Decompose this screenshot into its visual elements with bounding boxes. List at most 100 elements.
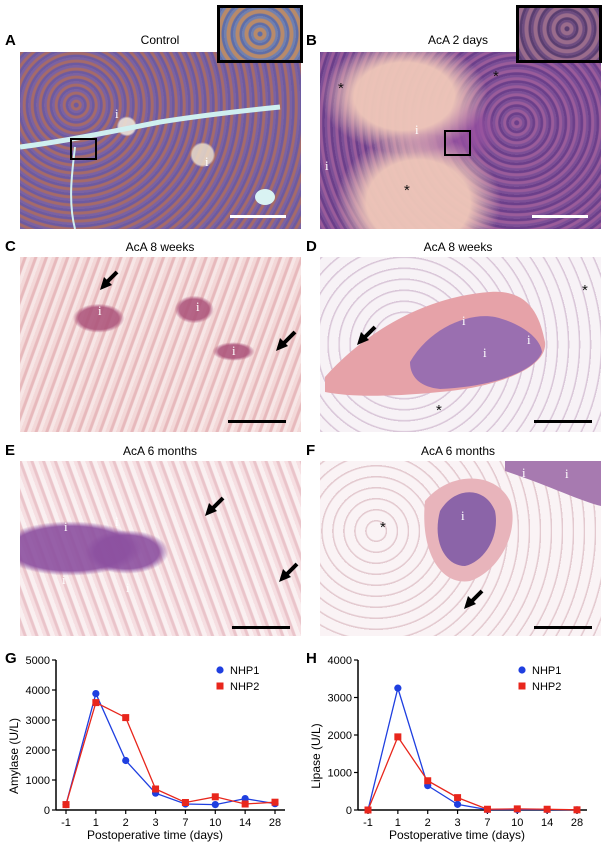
data-point-nhp2 — [513, 805, 521, 813]
adipose-marker: * — [380, 519, 386, 536]
x-axis-label: Postoperative time (days) — [389, 828, 525, 842]
scale-bar — [532, 215, 588, 218]
data-point-nhp1 — [453, 800, 462, 808]
x-tick-label: 7 — [484, 817, 490, 829]
inset-zoom-aca-2-days — [516, 5, 602, 63]
panel-title-b: AcA 2 days — [427, 33, 489, 47]
micrograph-aca-6-months-e: i i i i — [20, 461, 301, 636]
data-point-nhp2 — [122, 714, 130, 722]
data-point-nhp2 — [364, 806, 372, 814]
data-point-nhp2 — [92, 699, 100, 707]
panel-title-c: AcA 8 weeks — [125, 240, 195, 254]
adipose-marker: * — [582, 282, 588, 299]
x-tick-label: 10 — [511, 817, 523, 829]
series-line-nhp2 — [367, 735, 578, 811]
y-tick-label: 2000 — [26, 745, 50, 757]
legend-label-nhp1: NHP1 — [230, 665, 259, 677]
x-tick-label: 2 — [425, 817, 431, 829]
micrograph-aca-2-days: * * * i i — [320, 52, 601, 229]
y-tick-label: 2000 — [328, 730, 352, 742]
edema-marker: * — [338, 80, 344, 97]
data-point-nhp1 — [394, 684, 402, 692]
x-tick-label: 1 — [93, 817, 99, 829]
islet-marker: i — [115, 514, 119, 529]
micrograph-control: i i — [20, 52, 301, 229]
series-line-nhp1 — [367, 685, 578, 811]
data-point-nhp2 — [152, 785, 160, 793]
y-tick-label: 4000 — [328, 655, 352, 667]
x-tick-label: 10 — [209, 817, 221, 829]
data-point-nhp2 — [211, 793, 219, 801]
panel-label-c: C — [5, 238, 16, 255]
islet-marker: i — [483, 345, 487, 360]
x-tick-label: 28 — [269, 817, 281, 829]
panel-label-d: D — [306, 238, 317, 255]
data-point-nhp2 — [424, 777, 432, 785]
scale-bar — [534, 420, 592, 423]
amylase-chart: Amylase (U/L) Postoperative time (days) … — [7, 655, 285, 842]
islet-marker: i — [64, 519, 68, 534]
islet-marker: i — [565, 466, 569, 481]
y-tick-label: 0 — [44, 805, 50, 817]
zoom-region-box — [444, 130, 471, 156]
islet-marker: i — [126, 580, 130, 595]
x-tick-label: 14 — [239, 817, 251, 829]
scale-bar — [232, 626, 290, 629]
panel-label-b: B — [306, 32, 317, 49]
islet-marker: i — [205, 154, 209, 169]
y-tick-label: 0 — [346, 805, 352, 817]
data-point-nhp2 — [483, 805, 491, 813]
data-point-nhp2 — [241, 800, 249, 808]
islet-marker: i — [415, 122, 419, 137]
islet-marker: i — [115, 106, 119, 121]
data-point-nhp2 — [271, 798, 279, 806]
islet-marker: i — [98, 303, 102, 318]
panel-title-d: AcA 8 weeks — [423, 240, 493, 254]
data-point-nhp1 — [211, 801, 219, 809]
x-tick-label: 3 — [153, 817, 159, 829]
islet-marker: i — [196, 299, 200, 314]
legend-marker-nhp2 — [518, 682, 526, 690]
y-tick-label: 3000 — [26, 715, 50, 727]
scale-bar — [228, 420, 286, 423]
x-tick-label: 2 — [123, 817, 129, 829]
y-tick-label: 5000 — [26, 655, 50, 667]
y-tick-label: 4000 — [26, 685, 50, 697]
inset-zoom-control — [217, 5, 303, 63]
data-point-nhp2 — [62, 801, 70, 809]
legend-label-nhp1: NHP1 — [532, 665, 561, 677]
y-axis-label: Lipase (U/L) — [309, 723, 323, 788]
islet-marker: i — [527, 332, 531, 347]
x-tick-label: 14 — [541, 817, 553, 829]
legend-marker-nhp2 — [216, 682, 224, 690]
legend-label-nhp2: NHP2 — [532, 681, 561, 693]
islet-marker: i — [232, 343, 236, 358]
data-point-nhp2 — [543, 805, 551, 813]
x-tick-label: -1 — [61, 817, 71, 829]
panel-label-f: F — [306, 442, 316, 459]
lipase-chart: Lipase (U/L) Postoperative time (days) 0… — [309, 655, 587, 842]
zoom-region-box — [70, 138, 97, 160]
legend-marker-nhp1 — [518, 666, 526, 674]
islet-marker: i — [522, 465, 526, 480]
adipose-marker: * — [436, 402, 442, 419]
series-line-nhp2 — [65, 701, 276, 805]
series-line-nhp1 — [65, 691, 276, 806]
panel-title-f: AcA 6 months — [420, 444, 496, 458]
x-tick-label: -1 — [363, 817, 373, 829]
islet-marker: i — [461, 508, 465, 523]
data-point-nhp2 — [394, 733, 402, 741]
x-axis-label: Postoperative time (days) — [87, 828, 223, 842]
islet-marker: i — [62, 572, 66, 587]
panel-label-h: H — [306, 650, 317, 667]
data-point-nhp2 — [181, 799, 189, 806]
legend-marker-nhp1 — [216, 666, 224, 674]
y-tick-label: 1000 — [26, 775, 50, 787]
micrograph-aca-8-weeks-d: i i i * * — [320, 257, 601, 432]
edema-marker: * — [493, 68, 499, 85]
legend-label-nhp2: NHP2 — [230, 681, 259, 693]
scale-bar — [534, 626, 592, 629]
micrograph-aca-8-weeks-c: i i i — [20, 257, 301, 432]
data-point-nhp1 — [122, 756, 130, 765]
x-tick-label: 7 — [182, 817, 188, 829]
